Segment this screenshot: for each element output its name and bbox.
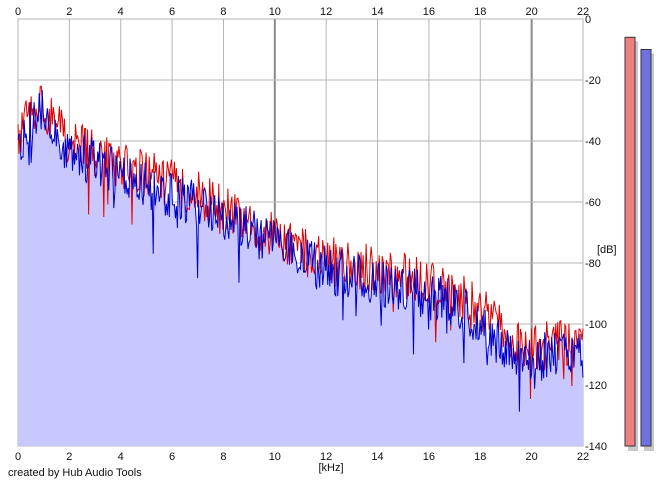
y-tick-label: 0 bbox=[585, 14, 591, 26]
credit-text: created by Hub Audio Tools bbox=[8, 467, 142, 479]
x-tick-label-bottom: 18 bbox=[474, 451, 486, 463]
x-tick-label-top: 8 bbox=[220, 6, 226, 18]
y-tick-label: -120 bbox=[585, 380, 607, 392]
x-tick-label-bottom: 2 bbox=[66, 451, 72, 463]
series-fill-area bbox=[18, 90, 583, 446]
x-tick-label-bottom: 14 bbox=[371, 451, 383, 463]
x-tick-label-top: 0 bbox=[15, 6, 21, 18]
x-axis-label: [kHz] bbox=[318, 462, 343, 474]
x-tick-label-bottom: 6 bbox=[169, 451, 175, 463]
x-tick-label-bottom: 4 bbox=[118, 451, 124, 463]
y-axis-label: [dB] bbox=[597, 244, 617, 256]
x-tick-label-bottom: 16 bbox=[423, 451, 435, 463]
x-tick-label-top: 4 bbox=[118, 6, 124, 18]
level-meter-bar bbox=[640, 49, 652, 447]
level-meters bbox=[624, 36, 654, 452]
x-tick-label-bottom: 0 bbox=[15, 451, 21, 463]
y-tick-label: -140 bbox=[585, 441, 607, 453]
x-tick-label-top: 10 bbox=[269, 6, 281, 18]
x-tick-label-top: 2 bbox=[66, 6, 72, 18]
x-tick-label-bottom: 20 bbox=[526, 451, 538, 463]
y-tick-label: -100 bbox=[585, 319, 607, 331]
x-tick-label-top: 14 bbox=[371, 6, 383, 18]
x-tick-label-top: 16 bbox=[423, 6, 435, 18]
tick-labels: 002244668810101212141416161818202022220-… bbox=[15, 6, 607, 463]
x-tick-label-top: 12 bbox=[320, 6, 332, 18]
x-tick-label-bottom: 22 bbox=[577, 451, 589, 463]
y-tick-label: -40 bbox=[585, 136, 601, 148]
series-layer bbox=[17, 85, 584, 446]
x-tick-label-top: 22 bbox=[577, 6, 589, 18]
x-tick-label-top: 20 bbox=[526, 6, 538, 18]
level-meter-bar bbox=[624, 36, 636, 447]
y-tick-label: -20 bbox=[585, 75, 601, 87]
series-line-blue bbox=[17, 90, 584, 412]
x-tick-label-bottom: 10 bbox=[269, 451, 281, 463]
y-tick-label: -80 bbox=[585, 258, 601, 270]
x-tick-label-top: 6 bbox=[169, 6, 175, 18]
x-tick-label-bottom: 8 bbox=[220, 451, 226, 463]
y-tick-label: -60 bbox=[585, 197, 601, 209]
x-tick-label-bottom: 12 bbox=[320, 451, 332, 463]
x-tick-label-top: 18 bbox=[474, 6, 486, 18]
